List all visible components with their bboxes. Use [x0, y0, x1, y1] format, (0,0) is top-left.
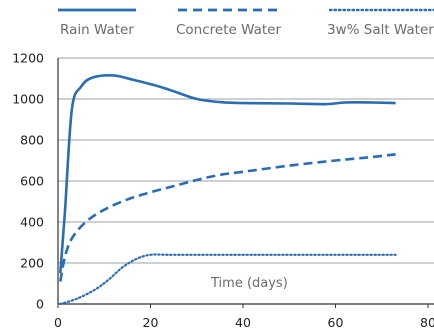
x-tick-label: 0 [54, 315, 62, 328]
series-lines [59, 74, 397, 306]
x-tick-label: 60 [328, 315, 344, 328]
y-tick-label: 1000 [12, 92, 44, 107]
y-tick-label: 1200 [12, 51, 44, 66]
y-tick-label: 400 [20, 215, 44, 230]
legend-label-salt-water: 3w% Salt Water [327, 22, 434, 38]
y-axis-tick-labels: 0 200 400 600 800 1000 1200 [12, 51, 44, 312]
x-axis-label: Time (days) [210, 276, 288, 291]
series-line-rain-water [59, 74, 396, 274]
x-tick-label: 20 [143, 315, 159, 328]
y-tick-label: 600 [20, 174, 44, 189]
y-tick-label: 0 [36, 297, 44, 312]
y-tick-label: 200 [20, 256, 44, 271]
y-tick-label: 800 [20, 133, 44, 148]
legend: Rain Water Concrete Water 3w% Salt Water [58, 8, 434, 38]
x-axis-tick-labels: 0 20 40 60 80 [54, 315, 434, 328]
legend-label-rain-water: Rain Water [60, 22, 134, 38]
series-line-concrete-water [59, 153, 396, 282]
legend-label-concrete-water: Concrete Water [176, 22, 281, 38]
x-tick-label: 40 [235, 315, 251, 328]
gridlines [58, 57, 434, 264]
series-line-3w-salt-water [59, 253, 397, 306]
x-tick-label: 80 [420, 315, 434, 328]
axes [57, 58, 434, 308]
